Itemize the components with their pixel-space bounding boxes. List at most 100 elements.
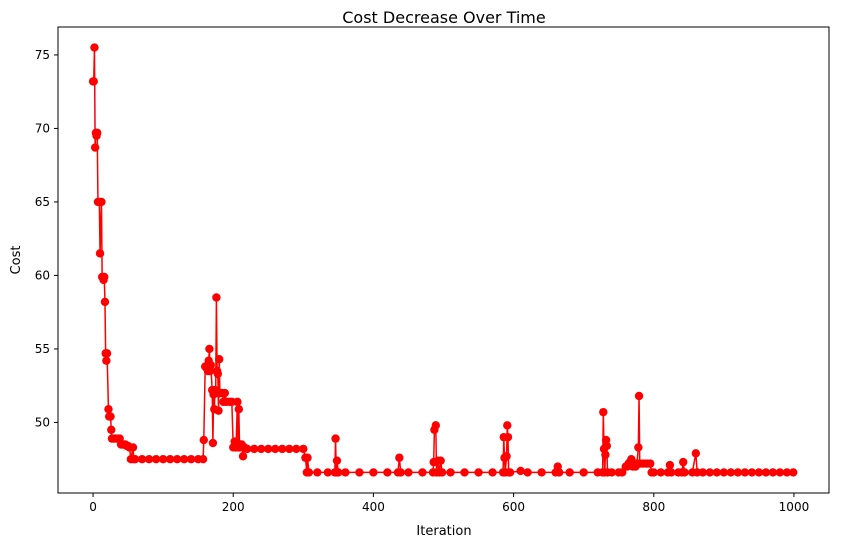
data-point xyxy=(355,468,364,477)
data-point xyxy=(234,405,244,414)
data-point xyxy=(104,405,113,414)
data-point xyxy=(299,444,308,454)
data-point xyxy=(396,468,405,477)
data-point xyxy=(285,444,294,454)
data-point xyxy=(106,412,115,421)
data-point xyxy=(537,468,546,477)
data-point xyxy=(292,444,301,454)
data-point xyxy=(206,360,215,370)
data-point xyxy=(102,356,111,365)
data-point xyxy=(90,143,100,152)
data-point xyxy=(323,468,333,477)
data-point xyxy=(97,197,106,207)
x-tick-label: 400 xyxy=(362,500,385,514)
data-point xyxy=(679,457,688,467)
y-tick-label: 75 xyxy=(35,48,50,62)
data-point xyxy=(395,453,404,462)
data-point xyxy=(607,468,616,477)
data-point xyxy=(215,355,224,364)
data-point xyxy=(331,434,340,443)
data-point xyxy=(726,468,736,477)
y-axis-ticks: 50 55 60 65 70 75 xyxy=(35,48,58,429)
x-tick-label: 200 xyxy=(222,500,245,514)
data-point xyxy=(446,468,455,477)
data-point xyxy=(369,468,378,477)
data-point xyxy=(649,468,658,477)
data-point xyxy=(782,468,792,477)
data-point xyxy=(754,468,764,477)
data-point xyxy=(431,421,440,430)
data-point xyxy=(554,468,564,477)
data-point xyxy=(213,369,223,379)
data-point xyxy=(313,468,322,477)
data-point xyxy=(233,397,242,407)
data-point xyxy=(198,454,208,464)
data-point xyxy=(238,452,248,461)
data-point xyxy=(775,468,785,477)
data-point xyxy=(698,468,708,477)
data-point xyxy=(599,407,608,417)
data-point xyxy=(205,344,214,354)
data-point xyxy=(271,444,280,454)
data-point xyxy=(144,454,154,464)
x-tick-label: 1000 xyxy=(779,500,810,514)
data-point xyxy=(503,432,513,442)
data-point xyxy=(100,297,110,307)
data-point xyxy=(208,438,218,448)
data-point xyxy=(646,459,655,468)
data-point xyxy=(789,468,798,477)
data-point xyxy=(212,293,221,302)
data-point xyxy=(634,443,643,452)
data-point xyxy=(165,454,175,464)
y-axis-label: Cost xyxy=(9,246,24,275)
data-point xyxy=(100,272,109,282)
data-point xyxy=(151,454,161,464)
data-point xyxy=(186,454,196,464)
y-tick-label: 70 xyxy=(35,121,50,135)
series-line xyxy=(93,47,794,474)
data-point xyxy=(179,454,189,464)
data-point xyxy=(383,468,392,477)
data-point xyxy=(747,468,757,477)
plot-area-frame xyxy=(57,26,830,494)
data-point xyxy=(488,468,497,477)
series-cost xyxy=(88,43,798,477)
data-point xyxy=(436,456,445,465)
data-point xyxy=(158,454,168,464)
data-point xyxy=(304,468,314,477)
data-point xyxy=(601,450,610,459)
y-tick-label: 65 xyxy=(35,195,50,209)
data-point xyxy=(503,421,512,430)
data-point xyxy=(691,449,701,458)
data-point xyxy=(665,460,675,470)
x-tick-label: 0 xyxy=(89,500,97,514)
data-point xyxy=(460,468,469,477)
data-point xyxy=(579,468,588,477)
data-point xyxy=(95,249,105,258)
data-point xyxy=(243,444,252,454)
data-point xyxy=(761,468,771,477)
data-point xyxy=(220,388,230,398)
data-point xyxy=(523,468,532,477)
data-point xyxy=(516,466,525,476)
data-point xyxy=(303,453,312,462)
data-point xyxy=(257,444,266,454)
data-point xyxy=(602,441,612,451)
data-point xyxy=(334,468,343,477)
data-point xyxy=(474,468,483,477)
data-point xyxy=(214,406,223,415)
data-point xyxy=(505,468,515,477)
x-axis-label: Iteration xyxy=(416,524,471,539)
data-point xyxy=(130,454,140,464)
data-point xyxy=(89,77,98,86)
data-point xyxy=(102,349,112,358)
data-point xyxy=(712,468,722,477)
data-point xyxy=(705,468,715,477)
data-point xyxy=(107,425,116,434)
data-point xyxy=(768,468,778,477)
data-point xyxy=(172,454,182,464)
data-point xyxy=(656,468,665,477)
data-point xyxy=(733,468,743,477)
data-point xyxy=(680,468,689,477)
